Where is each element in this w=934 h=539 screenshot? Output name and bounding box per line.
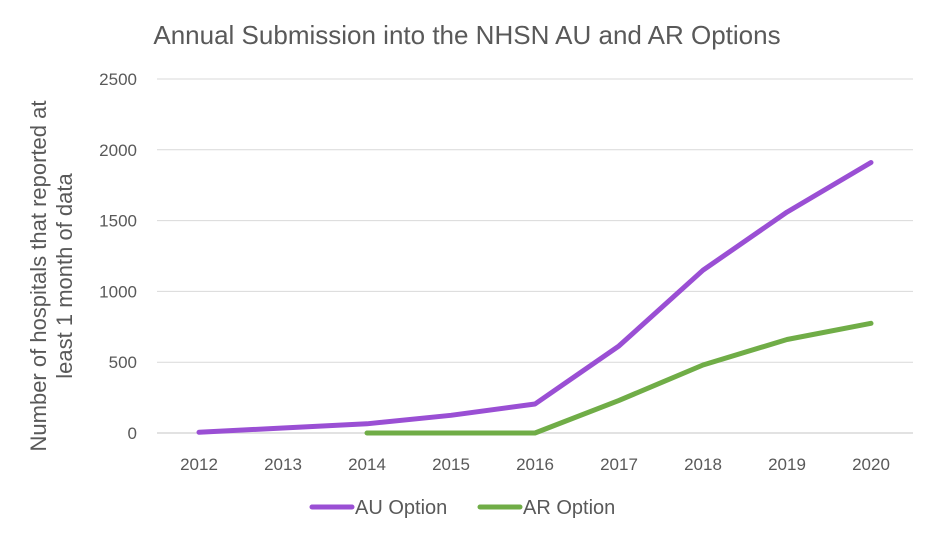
y-tick-label: 2500	[99, 70, 137, 89]
legend-label: AR Option	[523, 497, 615, 519]
x-tick-label: 2015	[432, 455, 470, 474]
series-line-1	[196, 160, 874, 435]
y-tick-label: 1500	[99, 212, 137, 231]
y-tick-label: 500	[109, 353, 137, 372]
y-axis-ticks: 0 500 1000 1500 2000 2500	[99, 70, 137, 443]
y-axis-label-line-2: least 1 month of data	[52, 173, 77, 379]
series-line-2	[364, 320, 874, 436]
y-axis-label: Number of hospitals that reported at lea…	[26, 101, 77, 452]
y-axis-label-line-1: Number of hospitals that reported at	[26, 101, 51, 452]
legend-label: AU Option	[355, 497, 447, 519]
x-tick-label: 2019	[768, 455, 806, 474]
series-lines	[196, 160, 874, 436]
y-tick-label: 0	[128, 424, 137, 443]
x-tick-label: 2020	[852, 455, 890, 474]
x-tick-label: 2012	[180, 455, 218, 474]
x-axis-ticks: 2012 2013 2014 2015 2016 2017 2018 2019 2020	[180, 455, 890, 474]
chart-title: Annual Submission into the NHSN AU and A…	[153, 20, 780, 50]
x-tick-label: 2014	[348, 455, 386, 474]
y-tick-label: 1000	[99, 282, 137, 301]
x-tick-label: 2018	[684, 455, 722, 474]
x-tick-label: 2017	[600, 455, 638, 474]
gridlines	[157, 78, 913, 434]
x-tick-label: 2013	[264, 455, 302, 474]
y-tick-label: 2000	[99, 141, 137, 160]
x-tick-label: 2016	[516, 455, 554, 474]
legend: AU Option AR Option	[309, 497, 615, 519]
